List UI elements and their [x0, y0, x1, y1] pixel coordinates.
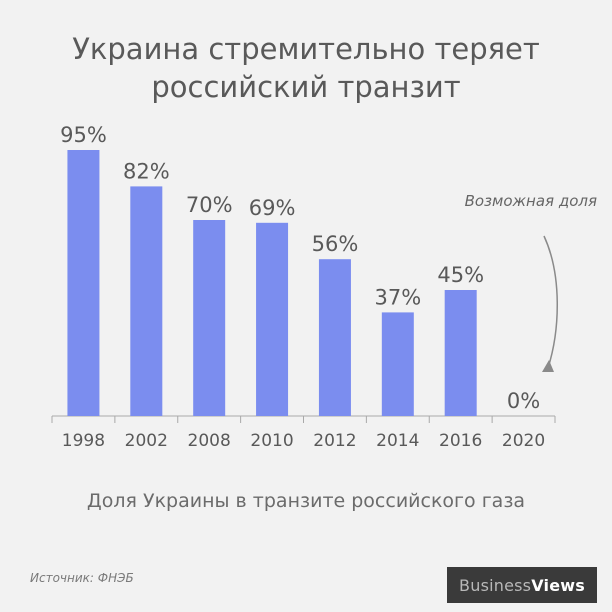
x-tick-label-2016: 2016: [439, 431, 482, 451]
chart-subtitle: Доля Украины в транзите российского газа: [86, 490, 526, 512]
chart-title: Украина стремительно теряет российский т…: [0, 30, 612, 106]
x-tick-label-2020: 2020: [502, 431, 545, 451]
x-tick-label-2010: 2010: [250, 431, 293, 451]
brand-logo-part-2: Views: [531, 575, 585, 595]
data-label-2014: 37%: [374, 285, 421, 309]
data-label-2008: 70%: [186, 193, 233, 217]
data-label-2010: 69%: [249, 196, 296, 220]
bar-1998: [67, 150, 100, 416]
bar-chart: 95% 1998 82% 2002 70% 2008 69% 2010 56% 2012 37% 20…: [51, 123, 558, 451]
annotation-arrow: [543, 235, 558, 369]
x-tick-label-2002: 2002: [125, 431, 168, 451]
bar-2012: [318, 259, 351, 416]
bar-2010: [256, 222, 289, 416]
annotation-arrowhead: [542, 360, 554, 372]
x-tick-label-2008: 2008: [188, 431, 231, 451]
data-label-2002: 82%: [123, 159, 170, 183]
x-tick-label-2012: 2012: [313, 431, 356, 451]
chart-title-line-1: Украина стремительно теряет: [72, 32, 540, 66]
bar-2016: [444, 290, 477, 416]
bar-2014: [381, 312, 414, 416]
data-label-2016: 45%: [437, 263, 484, 287]
data-label-2020: 0%: [507, 389, 540, 413]
data-label-1998: 95%: [60, 123, 107, 147]
forecast-annotation: Возможная доля: [464, 192, 597, 210]
bar-2008: [193, 220, 226, 416]
chart-title-line-2: российский транзит: [151, 70, 461, 104]
bar-2002: [130, 186, 163, 416]
x-tick-label-2014: 2014: [376, 431, 419, 451]
brand-logo: Business Views: [447, 567, 597, 603]
brand-logo-part-1: Business: [459, 575, 532, 595]
source-note: Источник: ФНЭБ: [30, 571, 134, 585]
x-tick-label-1998: 1998: [62, 431, 105, 451]
data-label-2012: 56%: [312, 232, 359, 256]
